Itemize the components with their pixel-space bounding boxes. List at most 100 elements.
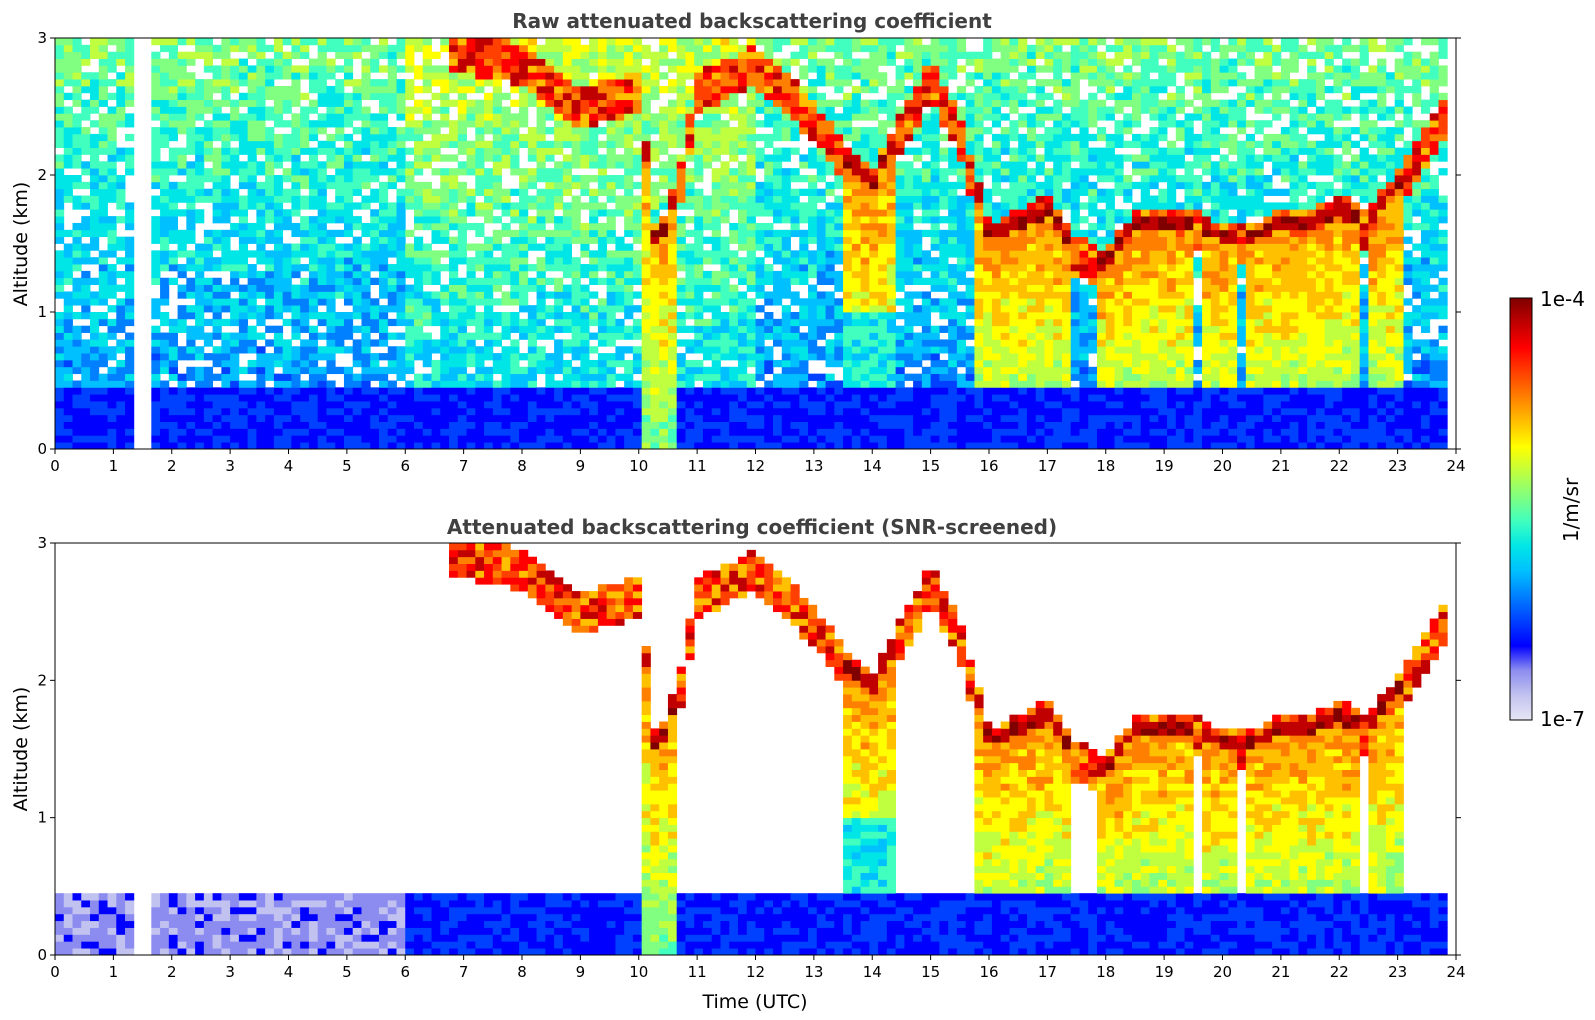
heatmap-cell — [571, 120, 581, 128]
heatmap-cell — [440, 250, 450, 258]
heatmap-cell — [151, 257, 161, 265]
heatmap-cell — [160, 120, 170, 128]
heatmap-cell — [177, 428, 187, 436]
heatmap-cell — [168, 332, 178, 340]
heatmap-cell — [107, 325, 117, 333]
heatmap-cell — [405, 243, 415, 251]
heatmap-cell — [615, 373, 625, 381]
heatmap-cell — [265, 407, 275, 416]
heatmap-cell — [300, 92, 310, 101]
heatmap-cell — [160, 264, 170, 272]
heatmap-cell — [676, 154, 686, 162]
heatmap-cell — [449, 380, 459, 388]
heatmap-cell — [589, 401, 599, 409]
heatmap-cell — [799, 161, 809, 169]
heatmap-cell — [860, 236, 870, 244]
heatmap-cell — [160, 72, 170, 80]
heatmap-cell — [851, 332, 861, 340]
heatmap-cell — [580, 99, 590, 107]
heatmap-cell — [702, 401, 713, 409]
heatmap-cell — [571, 318, 581, 327]
heatmap-cell — [466, 168, 476, 176]
heatmap-cell — [615, 243, 625, 251]
heatmap-cell — [449, 216, 459, 224]
heatmap-cell — [422, 264, 432, 272]
heatmap-cell — [81, 270, 91, 279]
heatmap-cell — [440, 209, 450, 217]
heatmap-cell — [440, 154, 450, 162]
heatmap-cell — [843, 366, 853, 375]
heatmap-cell — [186, 257, 196, 265]
heatmap-cell — [308, 222, 319, 231]
heatmap-cell — [343, 120, 354, 128]
heatmap-cell — [396, 65, 406, 73]
heatmap-cell — [860, 291, 870, 299]
heatmap-cell — [624, 243, 634, 251]
heatmap-cell — [869, 229, 879, 238]
heatmap-cell — [737, 216, 748, 224]
heatmap-cell — [869, 435, 879, 443]
heatmap-cell — [361, 229, 371, 238]
heatmap-cell — [589, 38, 599, 46]
heatmap-cell — [781, 312, 791, 320]
heatmap-cell — [702, 339, 713, 347]
heatmap-cell — [685, 373, 695, 381]
heatmap-cell — [317, 168, 327, 176]
heatmap-cell — [422, 58, 432, 66]
heatmap-cell — [238, 44, 249, 53]
heatmap-cell — [212, 257, 222, 265]
heatmap-cell — [431, 318, 441, 327]
heatmap-cell — [764, 359, 774, 368]
heatmap-cell — [667, 366, 678, 375]
heatmap-cell — [72, 353, 82, 361]
heatmap-cell — [195, 270, 205, 279]
heatmap-cell — [422, 99, 432, 107]
heatmap-cell — [55, 44, 65, 53]
heatmap-cell — [816, 195, 826, 203]
heatmap-cell — [589, 435, 599, 443]
heatmap-cell — [615, 38, 625, 46]
heatmap-cell — [195, 407, 205, 416]
heatmap-cell — [773, 359, 783, 368]
heatmap-cell — [160, 435, 170, 443]
heatmap-cell — [107, 373, 117, 381]
heatmap-cell — [317, 229, 327, 238]
heatmap-cell — [571, 346, 581, 354]
heatmap-cell — [545, 229, 555, 238]
heatmap-cell — [641, 222, 651, 231]
heatmap-cell — [273, 65, 284, 73]
heatmap-cell — [475, 291, 485, 299]
heatmap-cell — [755, 229, 765, 238]
heatmap-cell — [221, 99, 231, 107]
heatmap-cell — [536, 127, 546, 135]
heatmap-cell — [729, 387, 739, 395]
heatmap-cell — [212, 72, 222, 80]
heatmap-cell — [737, 353, 748, 361]
heatmap-cell — [265, 325, 275, 333]
heatmap-cell — [869, 222, 879, 231]
heatmap-cell — [422, 79, 432, 87]
heatmap-cell — [422, 147, 432, 155]
heatmap-cell — [632, 51, 643, 59]
heatmap-cell — [825, 387, 835, 395]
heatmap-cell — [545, 373, 555, 381]
heatmap-cell — [230, 58, 240, 66]
heatmap-cell — [878, 51, 888, 59]
heatmap-cell — [781, 188, 791, 196]
heatmap-cell — [414, 209, 424, 217]
heatmap-cell — [484, 387, 494, 395]
heatmap-cell — [352, 305, 362, 313]
heatmap-cell — [308, 264, 319, 272]
heatmap-cell — [387, 291, 397, 299]
heatmap-cell — [562, 414, 573, 422]
heatmap-cell — [650, 387, 660, 395]
heatmap-cell — [641, 250, 651, 258]
heatmap-cell — [510, 120, 520, 128]
heatmap-cell — [764, 161, 774, 169]
heatmap-cell — [519, 229, 529, 238]
heatmap-cell — [694, 147, 704, 155]
heatmap-cell — [641, 195, 651, 203]
heatmap-cell — [694, 188, 704, 196]
heatmap-cell — [904, 414, 914, 422]
heatmap-cell — [545, 154, 555, 162]
